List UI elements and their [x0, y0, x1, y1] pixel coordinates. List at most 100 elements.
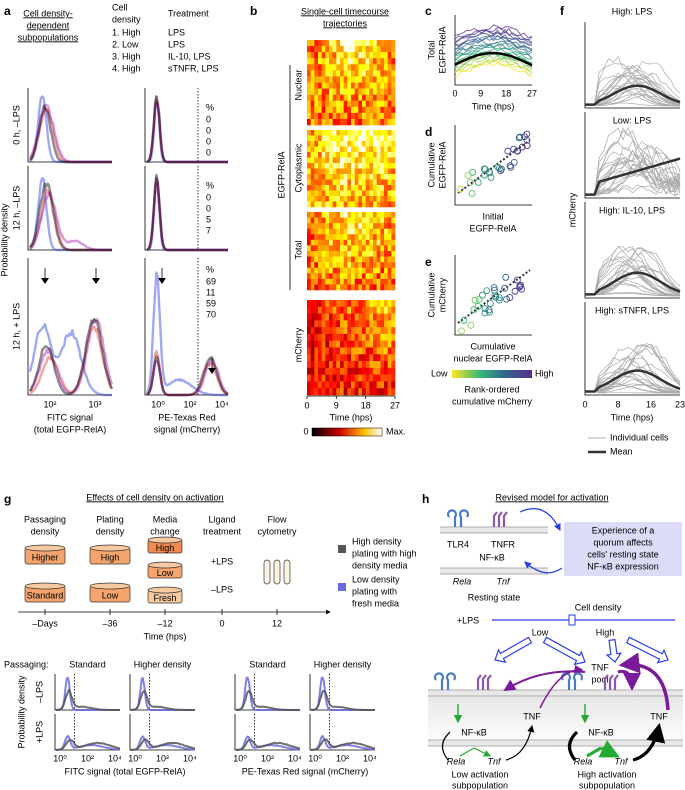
heatmap-cell — [354, 212, 359, 218]
heatmap-cell — [340, 251, 344, 257]
axis — [309, 714, 375, 751]
heatmap-cell — [376, 130, 381, 136]
heatmap-cell — [347, 223, 352, 230]
scatter-point — [507, 163, 515, 171]
axis-label: Cumulative — [426, 142, 436, 187]
heatmap-cell — [380, 135, 385, 142]
row-label: 0 h, –LPS — [11, 105, 21, 145]
heatmap-cell — [314, 168, 319, 175]
heatmap-cell — [332, 185, 337, 191]
heatmap-cell — [376, 256, 381, 263]
heatmap-cell — [321, 168, 326, 175]
heatmap-cell — [310, 130, 315, 136]
heatmap-cell — [325, 152, 330, 158]
heatmap-cell — [318, 327, 322, 335]
trend-line — [457, 139, 531, 194]
colorbar-label: Low — [431, 368, 448, 378]
trace — [585, 152, 681, 195]
heatmap-cell — [310, 201, 315, 208]
trace — [454, 28, 533, 44]
heatmap-cell — [347, 196, 352, 202]
heatmap-cell — [365, 234, 370, 241]
heatmap-cell — [354, 168, 359, 175]
heatmap-cell — [329, 361, 333, 369]
caption: subpopulation — [452, 780, 508, 790]
heatmap-cell — [325, 262, 330, 269]
heatmap-cell — [307, 190, 311, 197]
heatmap-cell — [384, 228, 388, 235]
heatmap-cell — [343, 70, 348, 77]
heatmap-cell — [376, 327, 381, 335]
scatter-point — [469, 168, 477, 176]
heatmap-cell — [329, 374, 333, 382]
tick-label: 10³ — [88, 399, 101, 409]
heatmap-cell — [362, 284, 366, 291]
heatmap-cell — [376, 340, 381, 348]
heatmap-cell — [369, 347, 374, 355]
heatmap-cell — [343, 212, 348, 218]
heatmap-cell — [340, 179, 344, 186]
heatmap-cell — [343, 163, 348, 169]
heatmap-cell — [351, 256, 355, 263]
heatmap-cell — [365, 217, 370, 224]
heatmap-cell — [365, 262, 370, 269]
heatmap-cell — [362, 374, 366, 382]
panel-label: d — [425, 125, 432, 139]
heatmap-cell — [318, 58, 322, 65]
heatmap-cell — [387, 168, 392, 175]
heatmap-cell — [373, 52, 377, 59]
scatter-point — [458, 327, 465, 335]
heatmap-cell — [307, 106, 311, 114]
heatmap-cell — [347, 88, 352, 95]
heatmap-cell — [358, 174, 363, 180]
heatmap-cell — [332, 174, 337, 180]
heatmap-cell — [391, 284, 396, 291]
heatmap-cell — [384, 354, 388, 362]
density-marker — [568, 614, 576, 626]
heatmap-cell — [387, 52, 392, 59]
caption: Resting state — [468, 592, 521, 602]
heatmap-cell — [340, 256, 344, 263]
heatmap-cell — [362, 278, 366, 285]
axis-label: mCherry — [437, 277, 447, 312]
heatmap-cell — [387, 354, 392, 362]
step-label: Passaging — [24, 514, 66, 524]
scatter-point — [467, 321, 475, 329]
heatmap-cell — [354, 306, 359, 314]
heatmap-cell — [336, 190, 341, 197]
heatmap-cell — [340, 273, 344, 280]
heatmap-cell — [340, 201, 344, 208]
heatmap-cell — [362, 58, 366, 65]
heatmap-cell — [384, 267, 388, 274]
heatmap-cell — [391, 76, 396, 83]
heatmap-cell — [358, 212, 363, 218]
heatmap-cell — [354, 333, 359, 342]
heatmap-cell — [351, 70, 355, 77]
heatmap-cell — [347, 245, 352, 252]
heatmap-cell — [332, 82, 337, 89]
heatmap-cell — [321, 106, 326, 114]
heatmap-cell — [343, 100, 348, 108]
heatmap-cell — [369, 313, 374, 321]
heatmap-cell — [358, 163, 363, 169]
heatmap-cell — [354, 40, 359, 47]
heatmap-cell — [314, 76, 319, 83]
heatmap-cell — [369, 106, 374, 114]
heatmap-cell — [318, 333, 322, 342]
heatmap-cell — [336, 196, 341, 202]
heatmap-cell — [347, 327, 352, 335]
trace — [585, 363, 681, 393]
heatmap-cell — [354, 174, 359, 180]
heatmap-cell — [362, 212, 366, 218]
heatmap-cell — [376, 106, 381, 114]
heatmap-cell — [369, 163, 374, 169]
heatmap-cell — [354, 374, 359, 382]
heatmap-cell — [369, 256, 374, 263]
heatmap-cell — [376, 284, 381, 291]
heatmap-cell — [380, 239, 385, 246]
trace — [454, 39, 533, 55]
panel-label: h — [422, 492, 429, 506]
heatmap-cell — [314, 179, 319, 186]
heatmap-cell — [362, 223, 366, 230]
heatmap-cell — [380, 82, 385, 89]
